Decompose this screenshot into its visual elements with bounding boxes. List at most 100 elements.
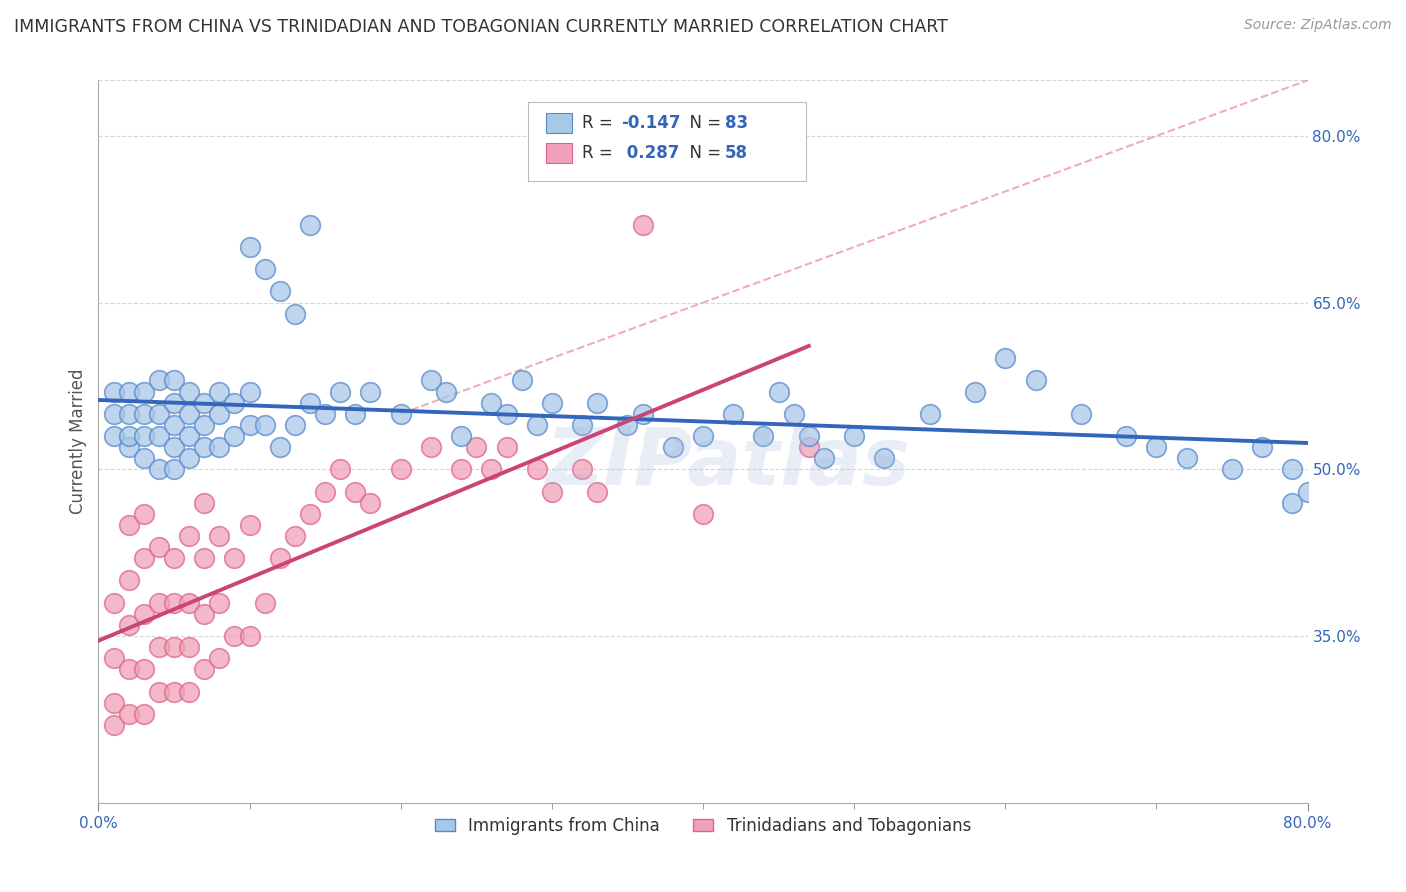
- Point: [239, 517, 262, 532]
- Point: [132, 607, 155, 621]
- Point: [132, 451, 155, 466]
- Point: [118, 517, 141, 532]
- Point: [253, 417, 276, 432]
- Point: [224, 429, 246, 443]
- Point: [873, 451, 896, 466]
- Point: [269, 440, 291, 454]
- Point: [329, 462, 352, 476]
- Point: [314, 484, 336, 499]
- Point: [132, 407, 155, 421]
- Point: [148, 540, 170, 554]
- Point: [434, 384, 457, 399]
- Point: [253, 596, 276, 610]
- Point: [284, 417, 307, 432]
- Text: 58: 58: [724, 145, 748, 162]
- Point: [148, 462, 170, 476]
- Point: [208, 651, 231, 665]
- Point: [224, 551, 246, 566]
- Point: [586, 395, 609, 409]
- Point: [797, 440, 820, 454]
- Text: Source: ZipAtlas.com: Source: ZipAtlas.com: [1244, 18, 1392, 32]
- Point: [1281, 462, 1303, 476]
- Point: [1024, 373, 1046, 387]
- Point: [118, 574, 141, 588]
- Point: [510, 373, 533, 387]
- Point: [1175, 451, 1198, 466]
- Point: [163, 551, 186, 566]
- Point: [179, 596, 201, 610]
- Text: R =: R =: [582, 114, 619, 132]
- Point: [179, 451, 201, 466]
- Point: [723, 407, 745, 421]
- Point: [163, 596, 186, 610]
- Text: -0.147: -0.147: [621, 114, 681, 132]
- Point: [103, 596, 125, 610]
- Point: [208, 440, 231, 454]
- Text: 83: 83: [724, 114, 748, 132]
- Point: [118, 618, 141, 632]
- Point: [179, 384, 201, 399]
- FancyBboxPatch shape: [527, 102, 806, 181]
- Point: [132, 551, 155, 566]
- Legend: Immigrants from China, Trinidadians and Tobagonians: Immigrants from China, Trinidadians and …: [429, 810, 977, 841]
- Text: R =: R =: [582, 145, 619, 162]
- Point: [269, 551, 291, 566]
- Point: [768, 384, 790, 399]
- Point: [526, 417, 548, 432]
- Point: [179, 684, 201, 698]
- Point: [118, 384, 141, 399]
- Point: [148, 640, 170, 655]
- Point: [163, 417, 186, 432]
- Point: [965, 384, 987, 399]
- Point: [481, 395, 503, 409]
- Text: IMMIGRANTS FROM CHINA VS TRINIDADIAN AND TOBAGONIAN CURRENTLY MARRIED CORRELATIO: IMMIGRANTS FROM CHINA VS TRINIDADIAN AND…: [14, 18, 948, 36]
- Point: [193, 417, 215, 432]
- Point: [103, 718, 125, 732]
- Point: [571, 462, 593, 476]
- Point: [103, 651, 125, 665]
- Point: [1296, 484, 1319, 499]
- Point: [208, 384, 231, 399]
- Point: [193, 551, 215, 566]
- Point: [103, 407, 125, 421]
- Point: [465, 440, 488, 454]
- Point: [284, 307, 307, 321]
- Point: [132, 662, 155, 676]
- Point: [450, 429, 472, 443]
- Point: [179, 407, 201, 421]
- Point: [118, 407, 141, 421]
- Point: [783, 407, 806, 421]
- Text: 0.287: 0.287: [621, 145, 679, 162]
- Point: [208, 596, 231, 610]
- Point: [239, 384, 262, 399]
- Point: [253, 262, 276, 277]
- Point: [1070, 407, 1092, 421]
- Point: [344, 407, 367, 421]
- Point: [540, 484, 562, 499]
- Point: [360, 384, 382, 399]
- Point: [163, 373, 186, 387]
- Point: [631, 407, 654, 421]
- Point: [692, 507, 714, 521]
- Point: [661, 440, 683, 454]
- Point: [103, 429, 125, 443]
- Point: [284, 529, 307, 543]
- Point: [540, 395, 562, 409]
- Point: [224, 629, 246, 643]
- Point: [193, 496, 215, 510]
- Point: [118, 662, 141, 676]
- Point: [269, 285, 291, 299]
- Point: [1281, 496, 1303, 510]
- Point: [163, 462, 186, 476]
- Point: [1144, 440, 1167, 454]
- Point: [148, 429, 170, 443]
- Point: [329, 384, 352, 399]
- Point: [752, 429, 775, 443]
- Point: [148, 684, 170, 698]
- Point: [420, 440, 443, 454]
- Point: [495, 407, 517, 421]
- Point: [1251, 440, 1274, 454]
- Point: [118, 429, 141, 443]
- Point: [586, 484, 609, 499]
- Bar: [546, 143, 572, 163]
